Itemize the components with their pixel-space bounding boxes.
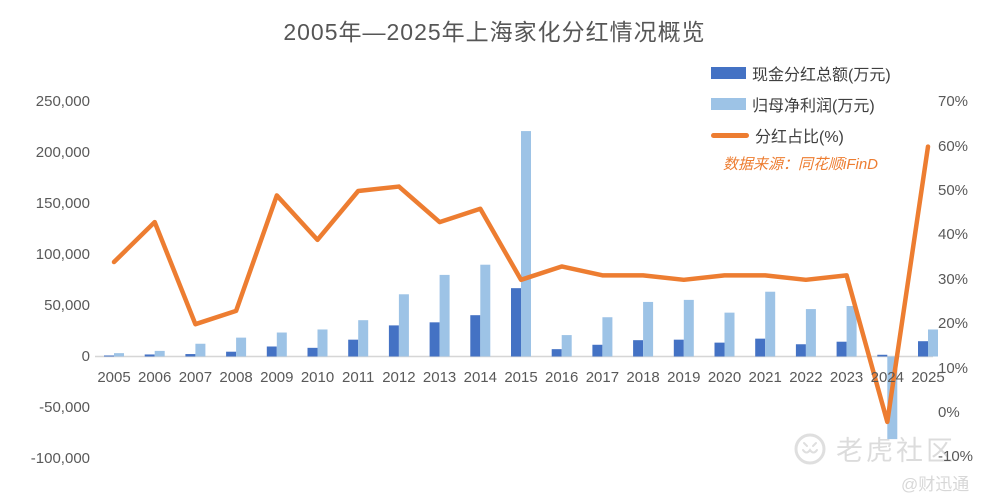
bar-cash-dividend-2021 (755, 338, 766, 357)
bar-net-profit-2006 (154, 350, 165, 357)
payout-ratio-line (111, 144, 931, 425)
watermark: 老虎社区 (792, 429, 956, 468)
bar-net-profit-2022 (805, 309, 816, 357)
bar-cash-dividend-2015 (511, 288, 521, 357)
bar-net-profit-2023 (846, 306, 857, 357)
bar-cash-dividend-2009 (266, 346, 277, 357)
bar-cash-dividend-2005 (104, 355, 114, 357)
legend-label: 现金分红总额(万元) (752, 67, 891, 84)
bar-net-profit-2017 (602, 317, 613, 357)
bar-net-profit-2013 (439, 274, 450, 357)
chart-legend: 现金分红总额(万元) 归母净利润(万元) 分红占比(%) (711, 62, 891, 155)
bar-net-profit-2020 (724, 312, 735, 357)
bar-cash-dividend-2019 (673, 339, 684, 357)
bar-net-profit-2005 (114, 353, 124, 357)
bar-net-profit-2012 (398, 294, 409, 357)
bar-cash-dividend-2014 (470, 315, 481, 357)
bar-net-profit-2016 (561, 335, 572, 357)
chart-title: 2005年—2025年上海家化分红情况概览 (283, 19, 706, 45)
bar-cash-dividend-2011 (348, 339, 359, 357)
bar-net-profit-2011 (358, 320, 369, 357)
bar-cash-dividend-2023 (836, 341, 847, 357)
bar-cash-dividend-2010 (307, 347, 318, 357)
bar-cash-dividend-2025 (918, 341, 928, 357)
bar-net-profit-2018 (643, 301, 654, 357)
bar-net-profit-2014 (480, 264, 491, 357)
bar-net-profit-2019 (683, 299, 694, 357)
bar-net-profit-2025 (928, 329, 938, 357)
bar-cash-dividend-2012 (388, 325, 399, 357)
bar-cash-dividend-2024 (877, 354, 888, 357)
bar-cash-dividend-2017 (592, 344, 603, 357)
line-swatch-icon (711, 132, 749, 138)
legend-item-payout-ratio: 分红占比(%) (711, 124, 891, 146)
bar-cash-dividend-2016 (551, 349, 562, 357)
tiger-logo-icon (794, 433, 826, 464)
bar-cash-dividend-2022 (795, 344, 806, 357)
bar-net-profit-2015 (521, 131, 531, 357)
bar-swatch-icon (711, 67, 746, 79)
legend-label: 分红占比(%) (755, 129, 844, 146)
bar-cash-dividend-2018 (633, 340, 644, 357)
legend-label: 归母净利润(万元) (752, 98, 875, 115)
bar-swatch-icon (711, 98, 746, 110)
watermark-brand: 老虎社区 (836, 436, 956, 466)
bar-cash-dividend-2013 (429, 322, 440, 357)
legend-item-net-profit: 归母净利润(万元) (711, 93, 891, 115)
legend-item-cash-dividend: 现金分红总额(万元) (711, 62, 891, 84)
bar-net-profit-2007 (195, 343, 206, 357)
bar-cash-dividend-2007 (185, 354, 196, 357)
bar-net-profit-2021 (765, 291, 776, 357)
bar-cash-dividend-2006 (144, 354, 155, 357)
bar-net-profit-2008 (236, 337, 247, 357)
bar-cash-dividend-2008 (226, 351, 237, 357)
bar-cash-dividend-2020 (714, 342, 725, 357)
watermark-handle: @财迅通 (901, 475, 970, 494)
bar-net-profit-2010 (317, 329, 328, 357)
data-source-note: 数据来源：同花顺iFinD (723, 156, 879, 173)
bar-net-profit-2009 (276, 332, 287, 357)
